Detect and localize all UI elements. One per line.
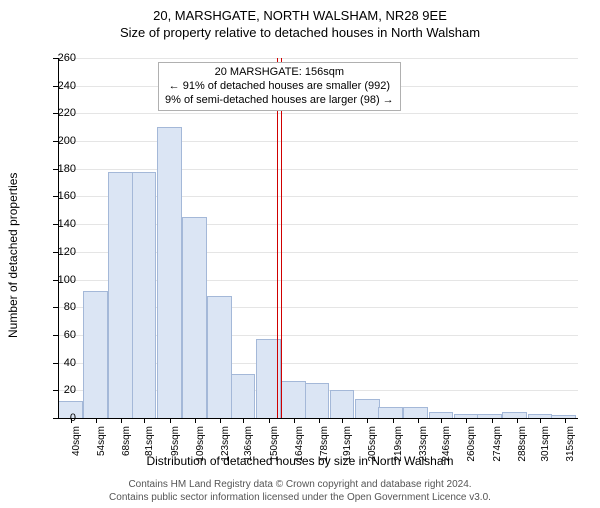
x-tick-mark [492,418,493,423]
y-tick-mark [53,113,58,114]
y-tick-mark [53,224,58,225]
page-title: 20, MARSHGATE, NORTH WALSHAM, NR28 9EE [0,8,600,23]
histogram-bar [231,374,256,418]
x-tick-label: 246sqm [441,426,452,466]
histogram-plot: 20 MARSHGATE: 156sqm← 91% of detached ho… [58,58,578,418]
footer-attribution: Contains HM Land Registry data © Crown c… [0,478,600,504]
y-tick-label: 260 [46,52,76,64]
x-tick-mark [144,418,145,423]
x-tick-label: 315sqm [565,426,576,466]
y-tick-mark [53,86,58,87]
x-tick-mark [565,418,566,423]
x-tick-mark [319,418,320,423]
histogram-bar [378,407,403,418]
y-tick-label: 180 [46,163,76,175]
x-tick-label: 95sqm [170,426,181,466]
y-tick-mark [53,335,58,336]
page-subtitle: Size of property relative to detached ho… [0,25,600,40]
x-tick-label: 219sqm [393,426,404,466]
x-tick-label: 123sqm [220,426,231,466]
y-tick-mark [53,141,58,142]
annotation-line-3: 9% of semi-detached houses are larger (9… [165,94,394,108]
histogram-bar [305,383,330,418]
footer-line-2: Contains public sector information licen… [0,491,600,504]
y-tick-mark [53,418,58,419]
y-tick-mark [53,390,58,391]
histogram-bar [355,399,380,418]
x-tick-mark [540,418,541,423]
x-tick-label: 260sqm [466,426,477,466]
x-tick-label: 68sqm [121,426,132,466]
grid-line [58,141,578,142]
x-tick-mark [441,418,442,423]
annotation-line-1: 20 MARSHGATE: 156sqm [165,66,394,80]
annotation-box: 20 MARSHGATE: 156sqm← 91% of detached ho… [158,62,401,111]
y-axis-label: Number of detached properties [6,173,20,338]
x-tick-label: 233sqm [418,426,429,466]
x-tick-mark [71,418,72,423]
x-tick-label: 191sqm [342,426,353,466]
y-tick-mark [53,252,58,253]
y-tick-mark [53,169,58,170]
x-tick-label: 288sqm [517,426,528,466]
x-tick-label: 136sqm [243,426,254,466]
y-tick-label: 200 [46,135,76,147]
x-tick-mark [243,418,244,423]
x-tick-label: 109sqm [195,426,206,466]
y-tick-label: 160 [46,190,76,202]
histogram-bar [207,296,232,418]
x-tick-mark [517,418,518,423]
x-tick-mark [466,418,467,423]
y-tick-mark [53,280,58,281]
histogram-bar [403,407,428,418]
annotation-line-2: ← 91% of detached houses are smaller (99… [165,80,394,94]
x-tick-mark [294,418,295,423]
histogram-bar [83,291,108,418]
histogram-bar [132,172,157,418]
x-tick-mark [220,418,221,423]
grid-line [58,113,578,114]
y-tick-label: 60 [46,329,76,341]
x-tick-mark [342,418,343,423]
x-tick-label: 54sqm [96,426,107,466]
x-tick-label: 150sqm [269,426,280,466]
reference-line [281,58,282,418]
y-tick-label: 80 [46,301,76,313]
y-tick-label: 40 [46,357,76,369]
x-tick-mark [170,418,171,423]
x-tick-label: 81sqm [144,426,155,466]
x-tick-label: 178sqm [319,426,330,466]
y-tick-mark [53,58,58,59]
y-tick-label: 220 [46,107,76,119]
histogram-bar [330,390,355,418]
y-tick-mark [53,196,58,197]
x-tick-mark [269,418,270,423]
footer-line-1: Contains HM Land Registry data © Crown c… [0,478,600,491]
x-tick-mark [418,418,419,423]
histogram-bar [182,217,207,418]
x-tick-mark [96,418,97,423]
y-tick-mark [53,363,58,364]
y-tick-mark [53,307,58,308]
y-tick-label: 140 [46,218,76,230]
histogram-bar [157,127,182,418]
y-tick-label: 120 [46,246,76,258]
x-tick-label: 164sqm [294,426,305,466]
y-tick-label: 100 [46,274,76,286]
x-tick-label: 40sqm [71,426,82,466]
y-tick-label: 20 [46,384,76,396]
x-tick-mark [393,418,394,423]
y-tick-label: 240 [46,80,76,92]
histogram-bar [108,172,133,418]
x-tick-mark [195,418,196,423]
histogram-bar [281,381,306,418]
x-tick-label: 301sqm [540,426,551,466]
x-tick-label: 274sqm [492,426,503,466]
x-tick-mark [367,418,368,423]
x-tick-mark [121,418,122,423]
x-tick-label: 205sqm [367,426,378,466]
grid-line [58,58,578,59]
grid-line [58,169,578,170]
reference-line [277,58,278,418]
